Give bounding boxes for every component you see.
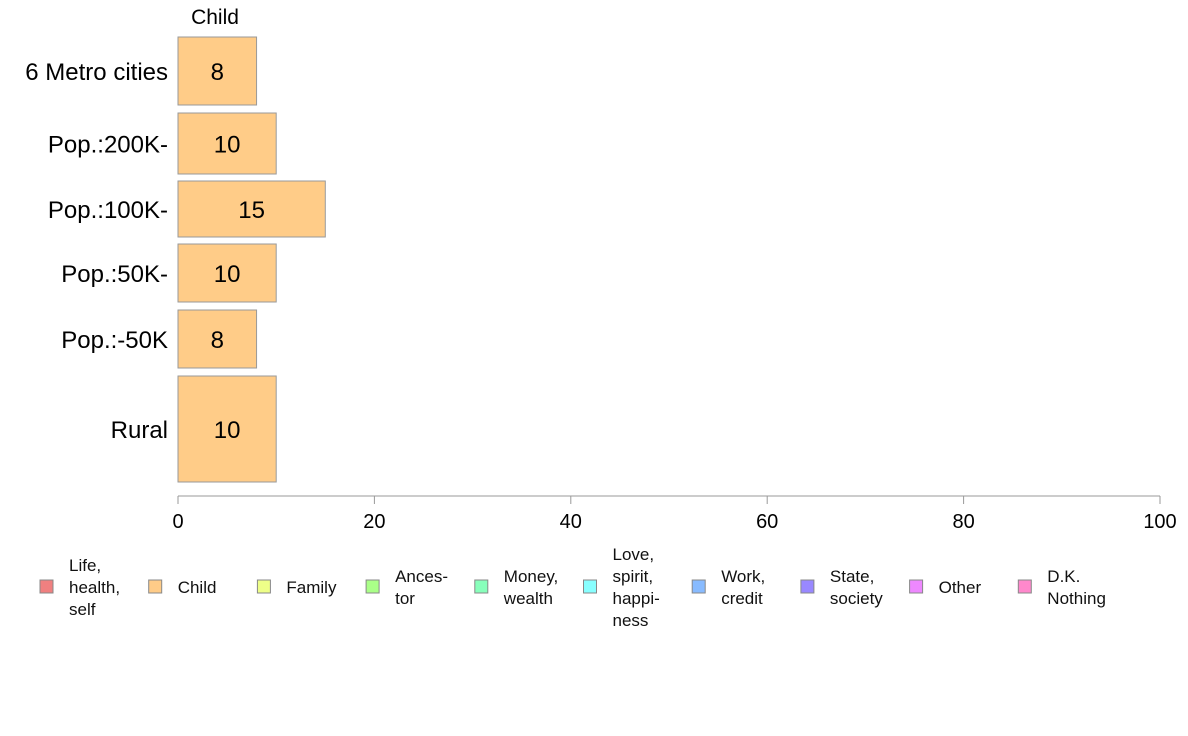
category-label-4: Pop.:-50K xyxy=(61,327,168,354)
legend-swatch-5 xyxy=(583,579,597,594)
bar-value-label-5: 10 xyxy=(214,417,241,444)
category-label-0: 6 Metro cities xyxy=(25,59,168,86)
x-tick-label-1: 20 xyxy=(363,511,385,533)
legend-label-1: Child xyxy=(178,578,217,597)
bar-4 xyxy=(177,309,258,369)
x-tick-label-0: 0 xyxy=(172,511,183,533)
category-label-1: Pop.:200K- xyxy=(48,132,168,159)
legend-label-5: Love, spirit, happi-ness xyxy=(613,545,660,630)
legend-label-2: Family xyxy=(286,578,337,597)
bar-value-label-1: 10 xyxy=(214,132,241,159)
legend-label-7: State, society xyxy=(830,567,883,608)
category-label-3: Pop.:50K- xyxy=(61,261,168,288)
legend-swatch-6 xyxy=(691,579,706,594)
bar-1 xyxy=(177,112,277,175)
bar-5 xyxy=(177,375,277,483)
x-tick-label-5: 100 xyxy=(1143,511,1176,533)
legend-swatch-2 xyxy=(256,579,271,594)
bar-value-label-0: 8 xyxy=(211,59,224,86)
legend-label-3: Ances-tor xyxy=(395,567,448,608)
x-tick-label-4: 80 xyxy=(952,511,974,533)
legend-swatch-8 xyxy=(909,579,924,594)
legend-label-4: Money, wealth xyxy=(503,567,559,608)
legend-label-6: Work, credit xyxy=(721,567,765,608)
category-label-5: Rural xyxy=(111,417,168,444)
legend-label-0: Life, health, self xyxy=(69,556,120,619)
legend-swatch-4 xyxy=(474,579,489,594)
series-header-label: Child xyxy=(191,6,239,29)
legend-swatch-0 xyxy=(39,579,54,594)
bar-3 xyxy=(177,243,277,303)
legend-swatch-7 xyxy=(800,579,815,594)
bar-value-label-2: 15 xyxy=(238,197,265,224)
legend-swatch-3 xyxy=(365,579,380,594)
bar-0 xyxy=(177,36,258,106)
x-tick-label-3: 60 xyxy=(756,511,778,533)
legend: Life, health, self Child Family Ances-tor Mone… xyxy=(39,545,1106,630)
legend-swatch-1 xyxy=(148,579,163,594)
bar-value-label-4: 8 xyxy=(211,327,224,354)
x-axis: 0 20 40 60 80 100 xyxy=(172,495,1177,533)
x-tick-label-2: 40 xyxy=(560,511,582,533)
category-label-2: Pop.:100K- xyxy=(48,197,168,224)
bars-layer: Child 8 6 Metro cities 10 Pop.:200K- 15 Pop.:1… xyxy=(25,6,326,483)
legend-label-9: D.K. Nothing xyxy=(1047,567,1106,608)
legend-label-8: Other xyxy=(939,578,982,597)
bar-value-label-3: 10 xyxy=(214,261,241,288)
bar-2 xyxy=(177,180,326,238)
legend-swatch-9 xyxy=(1017,579,1032,594)
